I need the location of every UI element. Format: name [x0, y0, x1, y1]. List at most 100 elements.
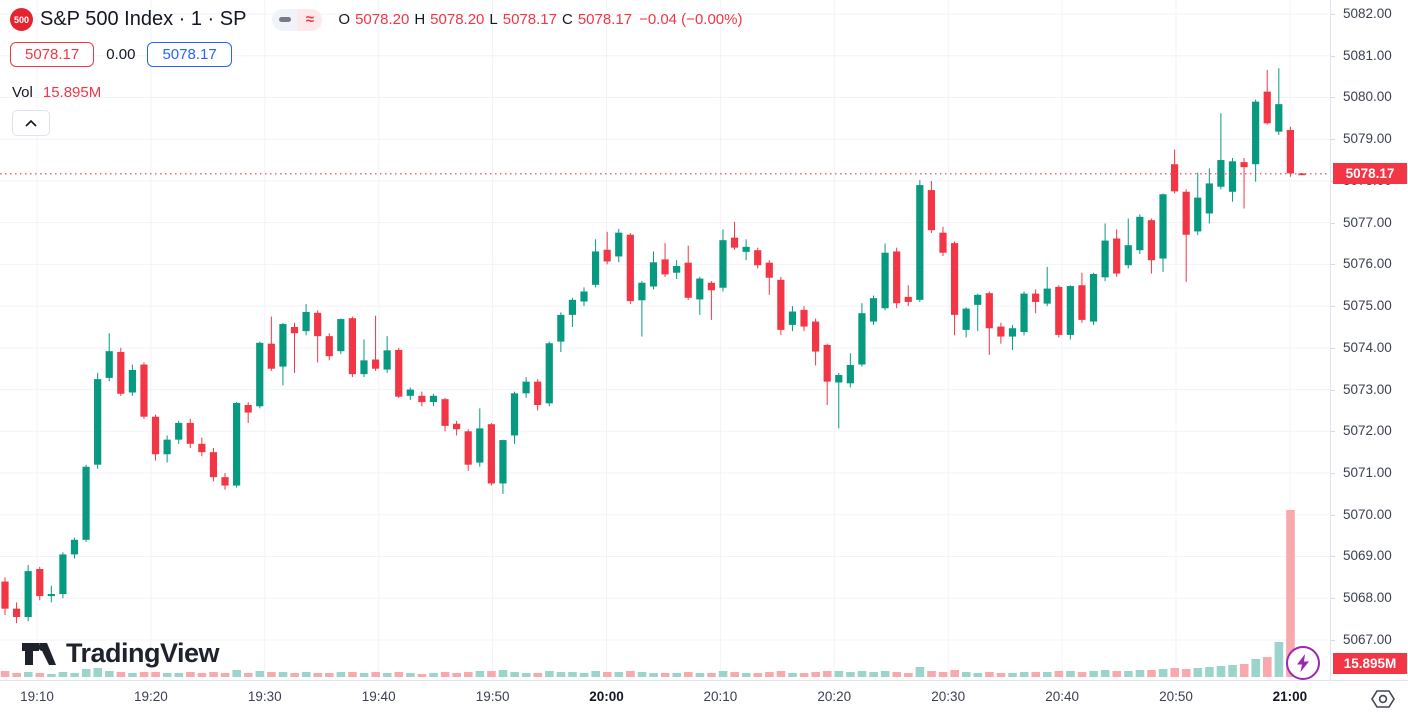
candle[interactable] [522, 377, 530, 398]
candle[interactable] [649, 251, 658, 290]
candle[interactable] [696, 276, 704, 315]
candle[interactable] [869, 295, 878, 325]
candle[interactable] [916, 180, 924, 302]
candle[interactable] [233, 402, 241, 488]
sell-button[interactable]: 5078.17 [10, 42, 95, 67]
candle[interactable] [290, 322, 299, 373]
candle[interactable] [128, 364, 136, 396]
candle[interactable] [823, 343, 831, 406]
candle[interactable] [117, 347, 125, 396]
candle[interactable] [985, 291, 993, 355]
candle[interactable] [1228, 157, 1237, 202]
candle[interactable] [1298, 172, 1306, 176]
candle[interactable] [1113, 229, 1121, 277]
candle[interactable] [673, 260, 681, 279]
candle[interactable] [1136, 214, 1144, 254]
candle[interactable] [1263, 69, 1271, 125]
candle[interactable] [94, 372, 102, 469]
candle[interactable] [82, 464, 90, 542]
candle[interactable] [140, 362, 148, 419]
candle[interactable] [348, 316, 356, 378]
candle[interactable] [453, 420, 461, 436]
candle[interactable] [1275, 68, 1283, 136]
candle[interactable] [12, 602, 21, 624]
candle[interactable] [1032, 289, 1040, 314]
candle[interactable] [927, 180, 935, 234]
candle[interactable] [244, 402, 252, 423]
candle[interactable] [464, 429, 472, 471]
candle[interactable] [800, 306, 808, 332]
candle[interactable] [626, 233, 634, 305]
candle[interactable] [939, 226, 947, 257]
candle[interactable] [1101, 223, 1109, 282]
candle[interactable] [1194, 172, 1202, 236]
candle[interactable] [383, 336, 391, 373]
candle[interactable] [684, 245, 692, 300]
price-axis[interactable]: 5078.17 15.895M 5082.00 5081.00 5080.00 507… [1330, 0, 1408, 680]
candle[interactable] [59, 552, 67, 599]
candle[interactable] [835, 372, 843, 429]
dash-toggle-button[interactable] [272, 8, 298, 31]
candle[interactable] [1170, 149, 1179, 194]
candle[interactable] [1, 577, 9, 615]
candle[interactable] [974, 293, 982, 332]
candle[interactable] [603, 231, 611, 265]
candle[interactable] [1055, 285, 1063, 338]
candle[interactable] [24, 564, 32, 622]
candle[interactable] [557, 312, 565, 353]
instant-order-button[interactable] [1286, 646, 1320, 680]
candle[interactable] [1043, 266, 1051, 307]
candle[interactable] [754, 247, 762, 269]
candle[interactable] [950, 241, 959, 336]
candle[interactable] [1089, 272, 1098, 325]
candle[interactable] [997, 322, 1005, 344]
candle[interactable] [325, 333, 333, 361]
collapse-legend-button[interactable] [12, 110, 50, 136]
candle[interactable] [267, 316, 275, 371]
candle[interactable] [256, 341, 264, 409]
candle[interactable] [337, 318, 345, 355]
candle[interactable] [1217, 113, 1225, 190]
candle[interactable] [487, 422, 495, 486]
candle[interactable] [777, 276, 785, 335]
candle[interactable] [1008, 324, 1017, 350]
candle[interactable] [1159, 193, 1167, 272]
timezone-menu-button[interactable] [1368, 684, 1398, 714]
candle[interactable] [47, 585, 55, 603]
candle[interactable] [406, 387, 414, 401]
candle[interactable] [545, 341, 553, 407]
candle[interactable] [858, 303, 866, 367]
candle[interactable] [730, 221, 739, 250]
candle[interactable] [1182, 189, 1190, 282]
tradingview-watermark[interactable]: TradingView [20, 638, 220, 669]
candle[interactable] [314, 310, 322, 363]
marker-toggle-group[interactable]: ≈ [272, 8, 323, 31]
candle[interactable] [591, 239, 600, 288]
candle[interactable] [846, 353, 854, 388]
candle[interactable] [1240, 157, 1248, 209]
candle[interactable] [661, 243, 669, 277]
candle[interactable] [371, 315, 380, 371]
candle[interactable] [279, 322, 287, 386]
candle[interactable] [615, 228, 623, 263]
candle[interactable] [962, 307, 970, 338]
candle[interactable] [1078, 272, 1086, 323]
candle[interactable] [904, 285, 912, 307]
candle[interactable] [765, 260, 773, 295]
candle[interactable] [105, 333, 113, 382]
candle[interactable] [476, 408, 484, 467]
candle[interactable] [499, 439, 507, 494]
candle[interactable] [429, 393, 438, 407]
candle[interactable] [1252, 99, 1260, 182]
candle[interactable] [1124, 218, 1132, 269]
candle[interactable] [568, 297, 577, 327]
candle[interactable] [534, 379, 542, 411]
candle[interactable] [1066, 285, 1074, 340]
candle[interactable] [638, 281, 646, 337]
candle[interactable] [441, 397, 449, 432]
candle[interactable] [151, 414, 160, 461]
candle[interactable] [707, 281, 715, 320]
candle[interactable] [1020, 291, 1028, 336]
candle[interactable] [719, 229, 727, 292]
